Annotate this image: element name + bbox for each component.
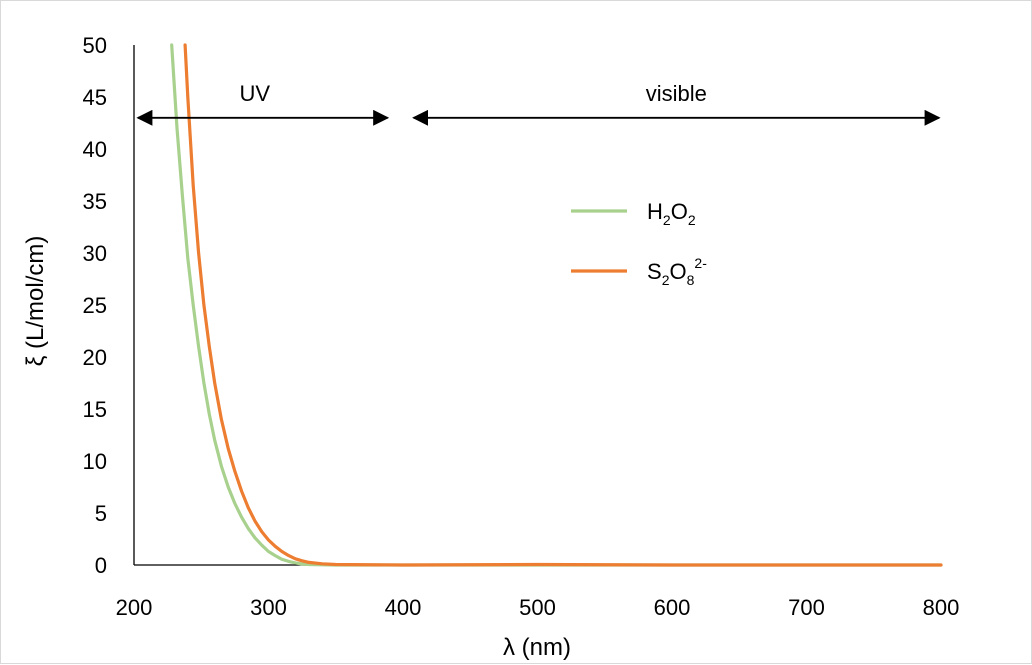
legend-label: H2​O2​ bbox=[647, 199, 696, 228]
x-axis-title: λ (nm) bbox=[503, 634, 571, 661]
x-tick-label: 800 bbox=[923, 595, 960, 620]
series-line-2 bbox=[183, 43, 943, 567]
y-tick-label: 15 bbox=[83, 397, 107, 422]
y-tick-label: 45 bbox=[83, 85, 107, 110]
y-tick-label: 40 bbox=[83, 137, 107, 162]
x-tick-label: 700 bbox=[788, 595, 825, 620]
legend-label-part: 2 bbox=[662, 272, 670, 288]
y-tick-label: 5 bbox=[95, 501, 107, 526]
legend-label: S2​O8​2-​ bbox=[647, 255, 707, 288]
x-tick-label: 500 bbox=[519, 595, 556, 620]
series-layer bbox=[170, 43, 943, 567]
x-tick-label: 200 bbox=[116, 595, 153, 620]
y-axis-title: ξ (L/mol/cm) bbox=[22, 236, 49, 367]
annotation-label: UV bbox=[239, 81, 270, 106]
legend-label-part: 2 bbox=[688, 212, 696, 228]
legend-label-part: O bbox=[669, 259, 686, 284]
y-tick-label: 10 bbox=[83, 449, 107, 474]
y-tick-label: 30 bbox=[83, 241, 107, 266]
x-tick-label: 400 bbox=[385, 595, 422, 620]
legend-label-part: 2 bbox=[663, 212, 671, 228]
legend-label-part: 8 bbox=[687, 272, 695, 288]
legend-label-part: 2- bbox=[694, 255, 707, 271]
annotation-layer: UV visible bbox=[136, 81, 941, 126]
annotation-label: visible bbox=[646, 81, 707, 106]
legend-label-part: O bbox=[671, 199, 688, 224]
y-tick-label: 25 bbox=[83, 293, 107, 318]
legend-label-part: S bbox=[647, 259, 662, 284]
x-tick-label: 300 bbox=[250, 595, 287, 620]
series-line-1 bbox=[170, 43, 943, 567]
y-tick-label: 20 bbox=[83, 345, 107, 370]
y-tick-label: 0 bbox=[95, 553, 107, 578]
x-tick-label: 600 bbox=[654, 595, 691, 620]
y-tick-label: 35 bbox=[83, 189, 107, 214]
y-tick-label: 50 bbox=[83, 33, 107, 58]
axes: 0 5 10 15 20 25 30 35 40 45 50 200 300 400 500 600 700 80… bbox=[83, 33, 960, 620]
legend: H2​O2​ S2​O8​2-​ bbox=[571, 199, 707, 288]
legend-label-part: H bbox=[647, 199, 663, 224]
